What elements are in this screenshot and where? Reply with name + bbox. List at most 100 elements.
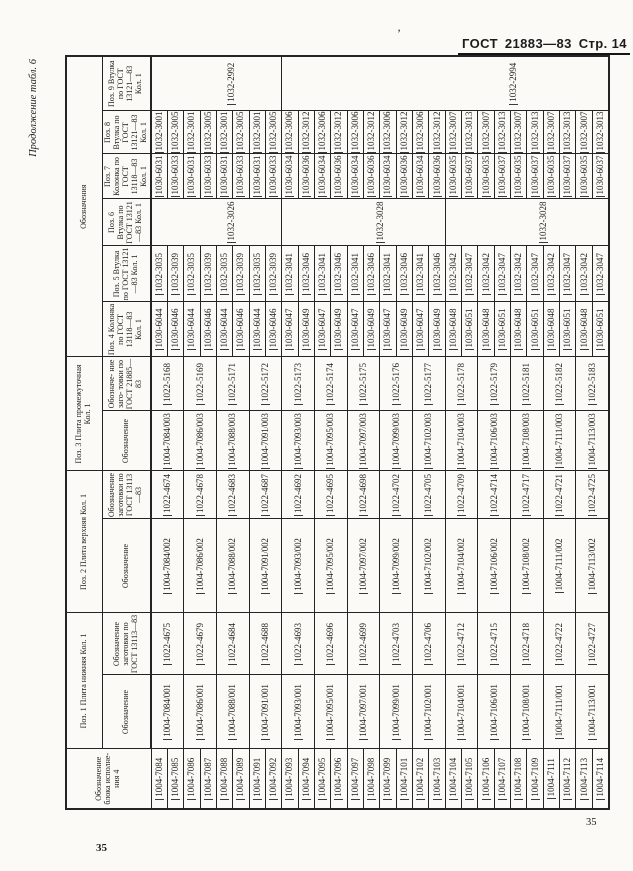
cell-value: 1004-7097/002 (358, 538, 368, 594)
cell-value: 1032-3041 (317, 252, 328, 295)
cell-pos4: 1030-6044 (216, 301, 233, 357)
cell-pos1-blank: 1022-4699 (347, 613, 380, 675)
table-row: 1004-7099 1004-7099/001 1022-4703 1004-7099… (379, 56, 413, 809)
cell-pos8: 1032-3006 (412, 110, 429, 154)
col-header-pos8: Поз. 8 Втулка по ГОСТ 13121—83 Кол. 1 (102, 110, 151, 154)
cell-value: 1022-4699 (358, 623, 368, 665)
cell-pos1-blank: 1022-4718 (510, 613, 544, 675)
cell-value: 1030-6051 (562, 308, 573, 351)
table-row: 1004-7088 1004-7088/001 1022-4684 1004-7088… (216, 56, 250, 809)
cell-block-designation: 1004-7084 (151, 749, 168, 809)
cell-pos5: 1032-3042 (543, 245, 560, 302)
gost-label: ГОСТ (462, 36, 498, 51)
cell-block-designation: 1004-7108 (510, 749, 527, 809)
cell-block-designation: 1004-7088 (216, 749, 233, 809)
cell-value: 1004-7101 (399, 757, 409, 800)
col-header-pos1-designation: Обозначение (102, 675, 151, 749)
guide-block-parts-table: Обозначение блока исполне- ния 4 Поз. 1 … (65, 54, 610, 810)
cell-pos7: 1030-6034 (314, 153, 331, 199)
cell-pos7: 1030-6036 (363, 153, 380, 199)
cell-value: 1030-6049 (301, 308, 311, 351)
cell-value: 1032-2994 (508, 62, 518, 105)
cell-value: 1022-5176 (391, 362, 401, 405)
cell-value: 1030-6033 (203, 155, 213, 198)
cell-value: 1004-7095 (317, 757, 328, 800)
cell-value: 1004-7091 (252, 757, 262, 800)
cell-value: 1032-3028 (538, 201, 549, 244)
cell-pos1-designation: 1004-7111/001 (543, 675, 576, 749)
cell-pos2-designation: 1004-7099/002 (379, 519, 413, 613)
cell-value: 1032-3028 (375, 201, 385, 244)
cell-value: 1030-6044 (252, 308, 262, 351)
cell-value: 1022-5177 (423, 362, 434, 405)
col-header-pos3-group: Поз. 3 Плита промежуточная Кол. 1 (66, 356, 102, 471)
cell-pos4: 1030-6048 (543, 301, 560, 357)
cell-value: 1004-7099/001 (391, 684, 401, 740)
cell-value: 1022-5183 (587, 362, 597, 405)
cell-value: 1032-3007 (546, 111, 556, 154)
cell-pos1-designation: 1004-7104/001 (445, 675, 478, 749)
cell-value: 1032-3035 (154, 252, 164, 295)
cell-value: 1032-3013 (562, 111, 573, 154)
cell-block-designation: 1004-7107 (494, 749, 511, 809)
cell-value: 1022-5173 (293, 362, 303, 405)
cell-pos3-blank: 1022-5169 (183, 356, 217, 411)
cell-value: 1030-6036 (366, 155, 377, 198)
cell-pos1-designation: 1004-7093/001 (281, 675, 315, 749)
cell-value: 1004-7095/001 (325, 684, 336, 740)
cell-value: 1032-3012 (366, 111, 377, 154)
cell-value: 1022-4717 (521, 474, 532, 516)
cell-pos2-blank: 1022-4674 (151, 470, 184, 519)
cell-value: 1022-5181 (521, 362, 532, 405)
cell-pos3-blank: 1022-5168 (151, 356, 184, 411)
cell-value: 1032-3047 (530, 252, 540, 295)
cell-value: 1022-4683 (227, 474, 238, 516)
cell-value: 1032-3006 (284, 111, 295, 154)
cell-value: 1004-7084/002 (162, 538, 173, 594)
cell-pos5: 1032-3046 (298, 245, 315, 302)
cell-value: 1030-6046 (235, 308, 246, 351)
cell-pos3-blank: 1022-5179 (477, 356, 511, 411)
cell-value: 1030-6051 (464, 308, 475, 351)
cell-value: 1004-7087 (203, 757, 213, 800)
page-label: Стр. 14 (578, 36, 627, 51)
cell-value: 1022-5171 (227, 362, 238, 405)
cell-pos5: 1032-3042 (510, 245, 527, 302)
cell-value: 1022-5168 (162, 362, 173, 405)
col-header-pos1-group: Поз. 1 Плита нижняя Кол. 1 (66, 613, 102, 749)
cell-value: 1004-7091/002 (260, 538, 270, 594)
cell-value: 1022-4695 (325, 474, 336, 516)
table-row: 1004-7102 1004-7102/001 1022-4706 1004-7102… (412, 56, 446, 809)
cell-value: 1030-6048 (579, 308, 589, 351)
cell-block-designation: 1004-7101 (396, 749, 413, 809)
cell-pos1-designation: 1004-7088/001 (216, 675, 250, 749)
cell-pos4: 1030-6046 (232, 301, 250, 357)
cell-pos7: 1030-6037 (461, 153, 478, 199)
cell-pos3-designation: 1004-7084/003 (151, 410, 184, 471)
cell-value: 1004-7093/002 (293, 538, 303, 594)
cell-pos5: 1032-3041 (281, 245, 299, 302)
cell-value: 1032-3013 (530, 111, 540, 154)
cell-value: 1030-6048 (513, 308, 524, 351)
cell-pos7: 1030-6036 (330, 153, 348, 199)
table-row: 1004-7095 1004-7095/001 1022-4696 1004-7095… (314, 56, 348, 809)
cell-value: 1004-7102/002 (423, 538, 434, 594)
cell-value: 1004-7088/001 (227, 684, 238, 740)
cell-pos7: 1030-6035 (510, 153, 527, 199)
cell-pos4: 1030-6051 (526, 301, 544, 357)
cell-pos7: 1030-6037 (494, 153, 511, 199)
cell-pos5: 1032-3041 (379, 245, 397, 302)
cell-pos3-designation: 1004-7091/003 (249, 410, 282, 471)
cell-value: 1030-6051 (595, 308, 605, 351)
cell-pos8: 1032-3007 (575, 110, 593, 154)
cell-pos1-blank: 1022-4722 (543, 613, 576, 675)
cell-pos2-blank: 1022-4709 (445, 470, 478, 519)
cell-pos3-blank: 1022-5172 (249, 356, 282, 411)
cell-pos9-merged: 1032-2994 (281, 55, 609, 111)
cell-value: 1032-3035 (219, 252, 230, 295)
cell-pos2-designation: 1004-7088/002 (216, 519, 250, 613)
cell-pos7: 1030-6035 (543, 153, 560, 199)
cell-pos2-designation: 1004-7102/002 (412, 519, 446, 613)
cell-value: 1004-7106/001 (489, 684, 499, 740)
cell-value: 1030-6035 (546, 155, 556, 198)
